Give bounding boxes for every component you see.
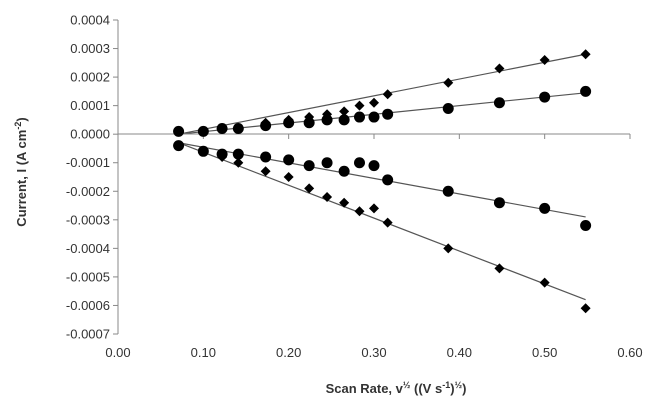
data-point-circle <box>493 97 505 109</box>
data-point-circle <box>353 157 365 169</box>
x-tick-label: 0.40 <box>447 345 472 360</box>
y-tick-label: 0.0001 <box>70 98 110 113</box>
y-tick-label: -0.0001 <box>66 155 110 170</box>
data-point-circle <box>232 148 244 160</box>
data-point-circle <box>283 154 295 166</box>
data-point-diamond <box>382 89 393 100</box>
trend-line <box>178 142 586 218</box>
data-point-circle <box>539 202 551 214</box>
data-point-circle <box>283 117 295 129</box>
data-point-diamond <box>283 172 294 182</box>
data-point-diamond <box>580 49 591 60</box>
data-point-circle <box>368 160 380 172</box>
data-point-diamond <box>580 303 591 314</box>
trend-line <box>178 92 586 135</box>
trend-line <box>178 53 586 135</box>
data-point-diamond <box>304 183 315 194</box>
y-tick-label: 0.0003 <box>70 41 110 56</box>
data-point-circle <box>382 174 394 186</box>
data-point-diamond <box>539 54 550 65</box>
x-axis-title: Scan Rate, v½ ((V s-1)½) <box>326 380 467 396</box>
data-point-circle <box>260 151 272 163</box>
data-point-diamond <box>354 206 365 217</box>
data-point-diamond <box>539 277 550 288</box>
data-point-circle <box>303 117 315 129</box>
y-tick-label: 0.0000 <box>70 127 110 142</box>
data-point-diamond <box>494 63 505 74</box>
data-point-diamond <box>369 203 379 214</box>
data-point-diamond <box>322 191 333 202</box>
data-point-diamond <box>260 166 271 177</box>
x-tick-label: 0.60 <box>617 345 642 360</box>
data-point-diamond <box>369 97 379 108</box>
y-tick-label: -0.0007 <box>66 327 110 342</box>
y-tick-label: -0.0005 <box>66 269 110 284</box>
data-point-circle <box>338 165 350 177</box>
data-point-diamond <box>382 217 393 228</box>
trend-line <box>178 142 586 301</box>
trend-lines <box>178 53 586 301</box>
x-tick-label: 0.30 <box>361 345 386 360</box>
data-point-circle <box>353 111 365 123</box>
data-point-circle <box>338 114 350 126</box>
data-point-circle <box>303 160 315 172</box>
data-points <box>173 49 592 314</box>
y-tick-label: -0.0003 <box>66 212 110 227</box>
data-point-circle <box>580 85 592 97</box>
data-point-circle <box>321 114 333 126</box>
tick-labels: 0.0004 0.0003 0.0002 0.0001 0.0000 -0.0001 -0.… <box>66 13 643 361</box>
data-point-diamond <box>217 152 228 163</box>
data-point-diamond <box>173 140 184 151</box>
data-point-diamond <box>339 106 350 117</box>
data-point-circle <box>216 122 228 134</box>
y-tick-label: -0.0006 <box>66 298 110 313</box>
y-axis-title: Current, I (A cm-2) <box>13 117 29 226</box>
data-point-diamond <box>339 197 350 208</box>
data-point-diamond <box>494 263 505 274</box>
x-tick-label: 0.00 <box>105 345 130 360</box>
data-point-circle <box>260 120 272 132</box>
x-tick-label: 0.20 <box>276 345 301 360</box>
data-point-circle <box>232 122 244 134</box>
data-point-diamond <box>443 77 454 88</box>
data-point-circle <box>442 185 454 197</box>
data-point-circle <box>368 111 380 123</box>
data-point-diamond <box>233 157 244 168</box>
data-point-circle <box>442 102 454 114</box>
data-point-circle <box>580 220 592 232</box>
data-point-circle <box>539 91 551 103</box>
data-point-diamond <box>443 243 454 254</box>
data-point-diamond <box>198 146 209 157</box>
y-tick-label: -0.0002 <box>66 184 110 199</box>
y-tick-label: 0.0004 <box>70 13 110 28</box>
x-tick-label: 0.10 <box>191 345 216 360</box>
data-point-circle <box>173 125 185 137</box>
y-tick-label: -0.0004 <box>66 241 110 256</box>
y-tick-label: 0.0002 <box>70 70 110 85</box>
data-point-diamond <box>354 100 365 111</box>
data-point-circle <box>382 108 394 120</box>
data-point-circle <box>321 157 333 169</box>
x-tick-label: 0.50 <box>532 345 557 360</box>
data-point-circle <box>493 197 505 209</box>
data-point-circle <box>197 125 209 137</box>
